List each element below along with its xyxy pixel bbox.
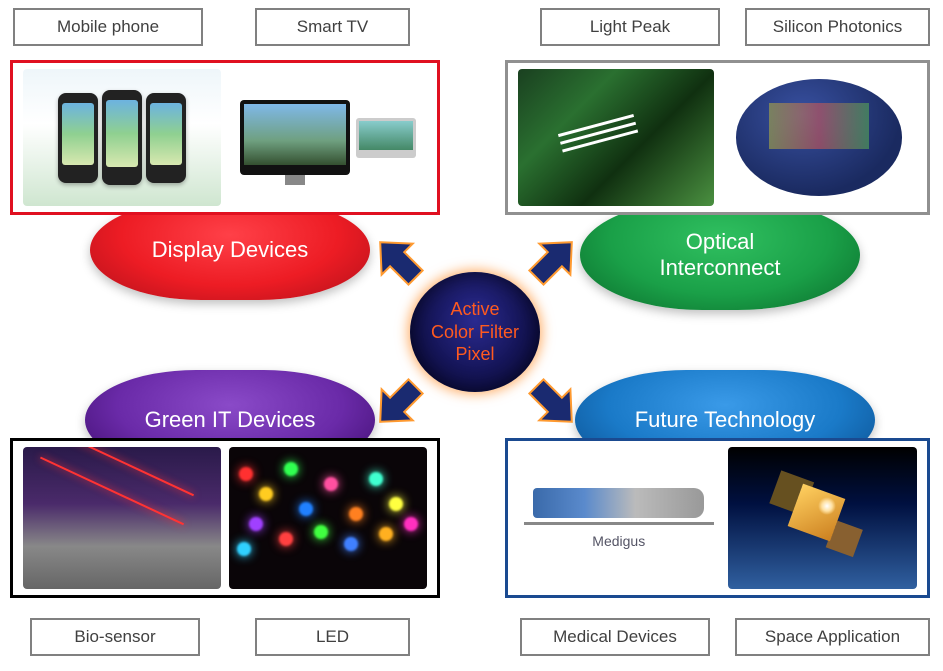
- panel-future-tech: Medigus: [505, 438, 930, 598]
- arrow-tr: [522, 232, 582, 292]
- label-led: LED: [255, 618, 410, 656]
- center-line-1: Active: [450, 298, 499, 321]
- pill-optical-interconnect-label: Optical Interconnect: [659, 229, 780, 282]
- img-silicon-photonics: [722, 69, 918, 206]
- label-medical-devices: Medical Devices: [520, 618, 710, 656]
- label-mobile-phone: Mobile phone: [13, 8, 203, 46]
- arrow-br: [522, 372, 582, 432]
- label-light-peak: Light Peak: [540, 8, 720, 46]
- img-mobile-phones: [23, 69, 221, 206]
- img-smart-tv: [229, 69, 427, 206]
- img-light-peak: [518, 69, 714, 206]
- img-medical-device: Medigus: [518, 447, 720, 589]
- arrow-tl: [370, 232, 430, 292]
- pill-display-devices-label: Display Devices: [152, 237, 309, 263]
- label-smart-tv: Smart TV: [255, 8, 410, 46]
- label-silicon-photonics: Silicon Photonics: [745, 8, 930, 46]
- label-biosensor: Bio-sensor: [30, 618, 200, 656]
- pill-optical-interconnect: Optical Interconnect: [580, 200, 860, 310]
- img-biosensor: [23, 447, 221, 589]
- pill-green-it-label: Green IT Devices: [145, 407, 316, 433]
- panel-display-devices: [10, 60, 440, 215]
- arrow-bl: [370, 372, 430, 432]
- medigus-logo-text: Medigus: [592, 533, 645, 549]
- img-space-application: [728, 447, 918, 589]
- center-line-2: Color Filter: [431, 321, 519, 344]
- center-node: Active Color Filter Pixel: [410, 272, 540, 392]
- pill-future-tech-label: Future Technology: [635, 407, 816, 433]
- pill-display-devices: Display Devices: [90, 200, 370, 300]
- img-led: [229, 447, 427, 589]
- panel-optical-interconnect: [505, 60, 930, 215]
- label-space-application: Space Application: [735, 618, 930, 656]
- panel-green-it: [10, 438, 440, 598]
- center-line-3: Pixel: [455, 343, 494, 366]
